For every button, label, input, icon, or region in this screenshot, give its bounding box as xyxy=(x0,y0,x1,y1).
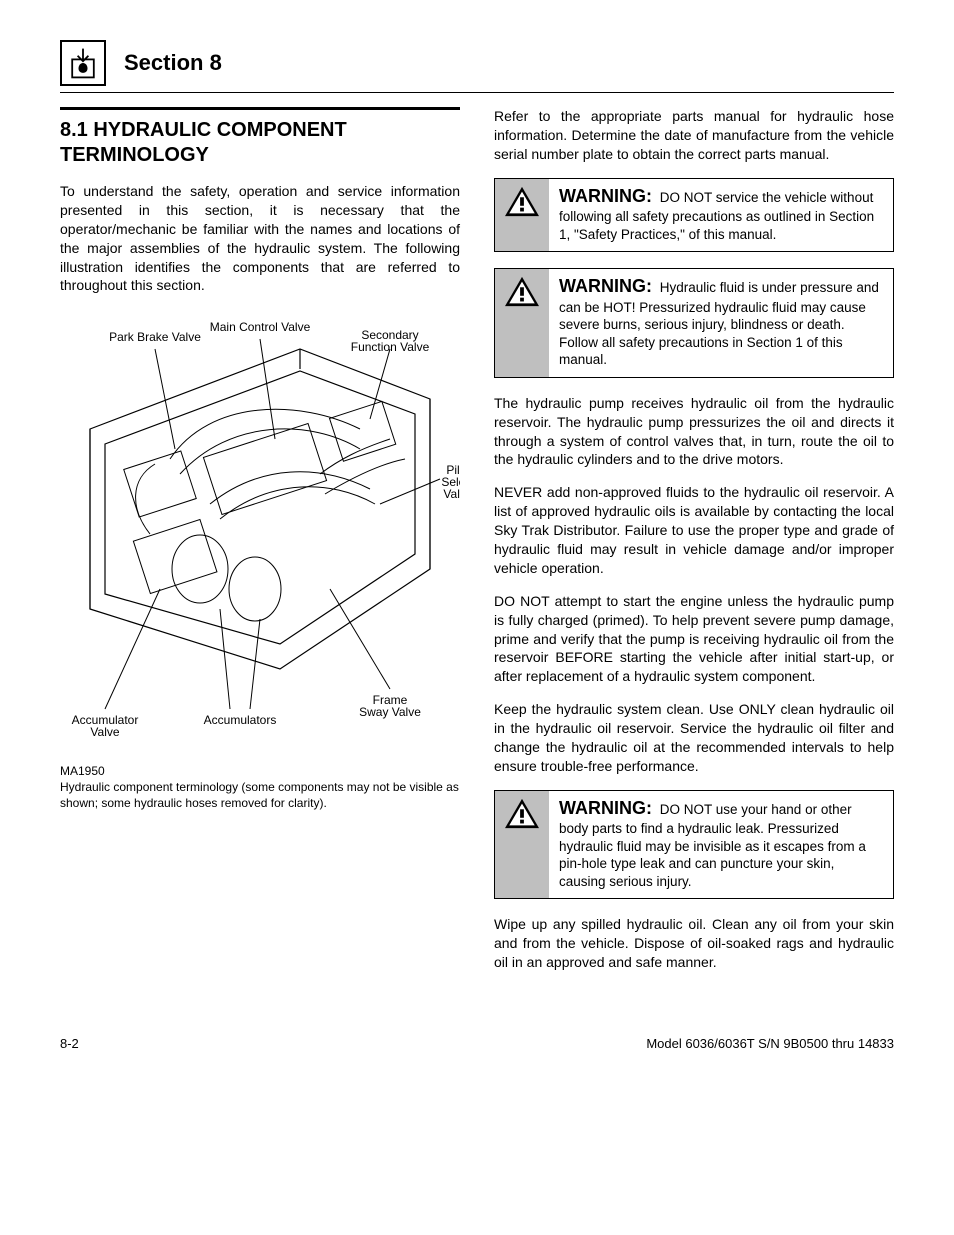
warning-icon xyxy=(495,791,549,899)
warning-icon xyxy=(495,179,549,251)
right-paragraph-wipe: Wipe up any spilled hydraulic oil. Clean… xyxy=(494,915,894,972)
hydraulic-section-icon xyxy=(60,40,106,86)
figure-caption: MA1950 Hydraulic component terminology (… xyxy=(60,764,460,811)
subsection-heading: 8.1 HYDRAULIC COMPONENT TERMINOLOGY xyxy=(60,118,460,168)
page: Section 8 8.1 HYDRAULIC COMPONENT TERMIN… xyxy=(0,0,954,1081)
warning-callout-1: WARNING: DO NOT service the vehicle with… xyxy=(494,178,894,252)
label-main-control-valve: Main Control Valve xyxy=(210,320,311,334)
left-column: 8.1 HYDRAULIC COMPONENT TERMINOLOGY To u… xyxy=(60,107,460,811)
hydraulic-assembly-illustration: Park Brake Valve Main Control Valve Seco… xyxy=(60,309,460,749)
figure-id: MA1950 xyxy=(60,764,460,780)
warning-icon xyxy=(495,269,549,377)
right-paragraph-prime: DO NOT attempt to start the engine unles… xyxy=(494,592,894,686)
label-pilot-select-valve: PilotSelectValve xyxy=(441,463,460,501)
figure-caption-text: Hydraulic component terminology (some co… xyxy=(60,780,460,811)
label-secondary-function-valve: SecondaryFunction Valve xyxy=(351,328,430,354)
label-accumulators: Accumulators xyxy=(204,713,277,727)
label-park-brake-valve: Park Brake Valve xyxy=(109,330,201,344)
warning-label: WARNING: xyxy=(559,276,652,296)
right-paragraph-pump: The hydraulic pump receives hydraulic oi… xyxy=(494,394,894,470)
warning-text-3: WARNING: DO NOT use your hand or other b… xyxy=(549,791,893,899)
warning-label: WARNING: xyxy=(559,798,652,818)
page-footer: 8-2 Model 6036/6036T S/N 9B0500 thru 148… xyxy=(60,1036,894,1051)
label-accumulator-valve: AccumulatorValve xyxy=(72,713,139,739)
header-row: Section 8 xyxy=(60,40,894,86)
figure: Park Brake Valve Main Control Valve Seco… xyxy=(60,309,460,811)
page-number: 8-2 xyxy=(60,1036,79,1051)
two-column-layout: 8.1 HYDRAULIC COMPONENT TERMINOLOGY To u… xyxy=(60,107,894,986)
warning-label: WARNING: xyxy=(559,186,652,206)
intro-paragraph: To understand the safety, operation and … xyxy=(60,182,460,295)
label-frame-sway-valve: FrameSway Valve xyxy=(359,693,421,719)
right-paragraph-fluids: NEVER add non-approved fluids to the hyd… xyxy=(494,483,894,577)
warning-text-2: WARNING: Hydraulic fluid is under pressu… xyxy=(549,269,893,377)
right-paragraph-clean: Keep the hydraulic system clean. Use ONL… xyxy=(494,700,894,776)
right-intro-paragraph: Refer to the appropriate parts manual fo… xyxy=(494,107,894,164)
model-info: Model 6036/6036T S/N 9B0500 thru 14833 xyxy=(646,1036,894,1051)
warning-text-1: WARNING: DO NOT service the vehicle with… xyxy=(549,179,893,251)
header-rule xyxy=(60,92,894,93)
warning-callout-3: WARNING: DO NOT use your hand or other b… xyxy=(494,790,894,900)
right-column: Refer to the appropriate parts manual fo… xyxy=(494,107,894,986)
section-title: Section 8 xyxy=(124,50,222,76)
warning-callout-2: WARNING: Hydraulic fluid is under pressu… xyxy=(494,268,894,378)
subtitle-rule xyxy=(60,107,460,110)
